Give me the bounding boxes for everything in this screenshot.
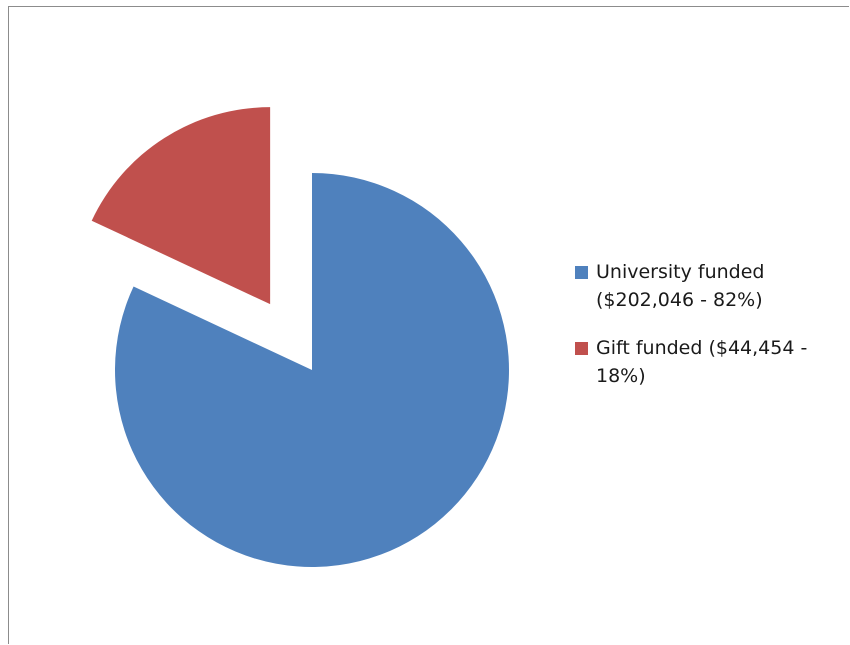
legend-swatch-university-funded bbox=[575, 266, 588, 279]
legend-label-gift-funded: Gift funded ($44,454 - 18%) bbox=[596, 337, 808, 387]
legend-swatch-gift-funded bbox=[575, 342, 588, 355]
pie-slice-university bbox=[114, 173, 509, 567]
pie-slice-gift bbox=[91, 107, 271, 305]
legend-label-university-funded: University funded ($202,046 - 82%) bbox=[596, 261, 765, 311]
legend-entry-gift-funded: Gift funded ($44,454 - 18%) bbox=[575, 334, 845, 390]
legend: University funded ($202,046 - 82%) Gift … bbox=[575, 258, 845, 410]
legend-entry-university-funded: University funded ($202,046 - 82%) bbox=[575, 258, 845, 314]
